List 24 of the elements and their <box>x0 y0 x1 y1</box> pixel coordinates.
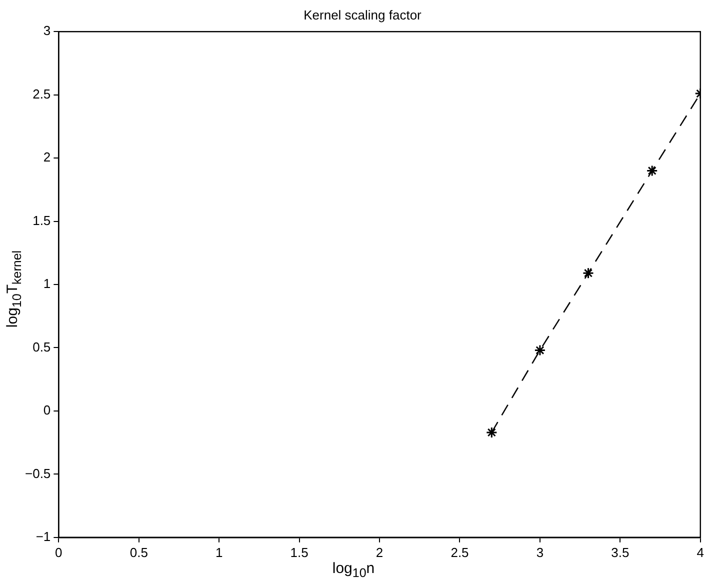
y-tick-label: −0.5 <box>24 466 51 481</box>
point <box>534 344 546 356</box>
y-tick-label: 1 <box>43 276 51 292</box>
y-tick-label: 2.5 <box>32 86 51 102</box>
y-tick-label: 3 <box>43 23 51 38</box>
x-tick-label: 4 <box>696 544 704 560</box>
x-tick-label: 1 <box>215 544 223 560</box>
x-tick-label: 3 <box>536 544 544 560</box>
x-tick-label: 3.5 <box>611 544 630 560</box>
x-tick-label: 2 <box>376 544 384 560</box>
x-tick-label: 2.5 <box>450 544 469 560</box>
y-tick-label: 1.5 <box>32 212 51 228</box>
y-tick-label: 2 <box>43 150 51 165</box>
chart-title: Kernel scaling factor <box>304 7 422 22</box>
x-tick-label: 0 <box>55 544 62 560</box>
x-tick-label: 0.5 <box>130 544 148 560</box>
point <box>582 267 594 279</box>
x-tick-label: 1.5 <box>290 544 308 560</box>
point <box>486 426 498 438</box>
y-tick-label: 0.5 <box>32 339 51 354</box>
y-tick-label: −1 <box>36 528 51 544</box>
x-axis-title: log$_{10}$n <box>331 560 376 580</box>
point <box>646 164 658 176</box>
y-tick-label: 0 <box>43 402 51 418</box>
